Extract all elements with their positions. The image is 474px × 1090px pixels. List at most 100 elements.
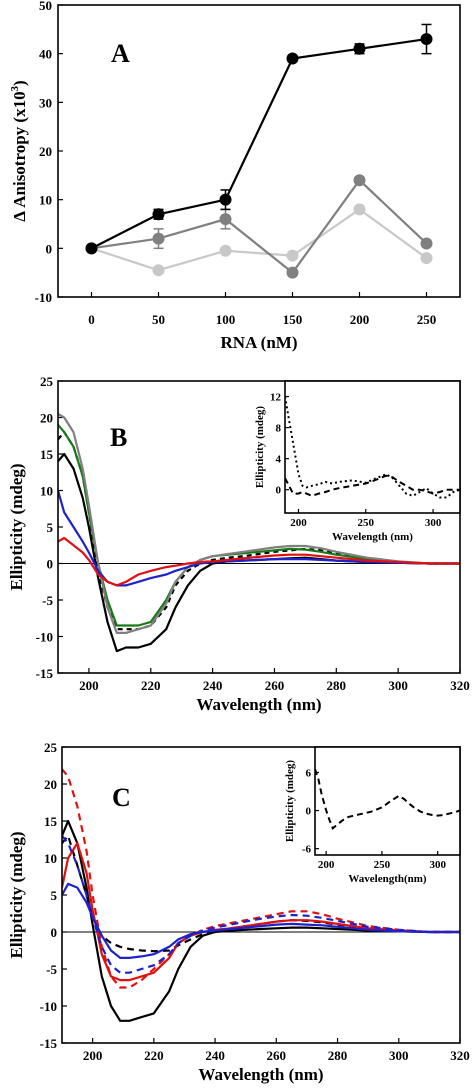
- inset-b: 0 4 8 12 200 250 300 Wavelength (nm) Ellipticity…: [254, 380, 461, 543]
- y-tick-label-b: 10: [40, 484, 53, 499]
- x-tick-label-b: 240: [203, 678, 223, 693]
- x-tick-label-a: 150: [283, 312, 303, 327]
- x-tick-label-c: 260: [267, 1048, 287, 1063]
- x-tick-label-c: 200: [83, 1048, 103, 1063]
- x-tick-label-a: 50: [152, 312, 165, 327]
- x-tick-label-c: 320: [450, 1048, 470, 1063]
- y-tick-label-c: -15: [40, 1036, 58, 1051]
- inset-x-tick-label-b: 300: [425, 517, 442, 529]
- y-tick-label-a: 20: [39, 144, 52, 159]
- inset-y-tick-label-c: -6: [302, 844, 312, 856]
- x-tick-label-b: 200: [79, 678, 99, 693]
- panel-a: -10 0 10 20 30 40 50 0 50 100 150 200 250 RNA (nM) Δ A…: [9, 0, 461, 352]
- inset-series-c: [315, 768, 460, 830]
- spectrum-line-b: [58, 536, 460, 587]
- series-group-c: [62, 768, 460, 1022]
- x-axis-label-c: Wavelength (nm): [198, 1065, 323, 1084]
- inset-bg-c: [315, 747, 460, 855]
- inset-y-tick-label-b: 0: [276, 485, 282, 497]
- inset-y-axis-label-b: Ellipticity (mdeg): [254, 406, 266, 489]
- inset-y-tick-label-b: 12: [270, 392, 282, 404]
- data-point-a: [219, 193, 232, 206]
- x-axis-label-b: Wavelength (nm): [196, 695, 321, 714]
- data-point-a: [219, 244, 232, 257]
- y-tick-label-c: 10: [44, 851, 57, 866]
- x-tick-label-a: 250: [417, 312, 437, 327]
- y-tick-label-c: -10: [40, 999, 57, 1014]
- data-point-a: [286, 249, 299, 262]
- data-point-a: [152, 232, 165, 245]
- data-point-a: [353, 203, 366, 216]
- y-tick-label-c: -5: [46, 962, 57, 977]
- inset-y-tick-label-c: 6: [306, 767, 312, 779]
- y-axis-label-b: Ellipticity (mdeg): [7, 463, 26, 590]
- series-line-a: [91, 208, 428, 272]
- spectrum-line-c: [62, 842, 460, 982]
- plot-frame-b: [57, 380, 461, 674]
- y-axis-label-a-sup: 3: [9, 85, 21, 91]
- y-tick-label-a: 30: [39, 95, 52, 110]
- spectrum-line-b: [58, 490, 460, 587]
- data-point-a: [420, 252, 433, 265]
- inset-x-tick-label-c: 200: [318, 859, 335, 871]
- inset-x-tick-label-b: 200: [290, 517, 307, 529]
- y-tick-label-c: 15: [44, 814, 58, 829]
- data-point-a: [152, 208, 165, 221]
- y-tick-label-c: 0: [51, 925, 58, 940]
- y-tick-label-b: 25: [40, 374, 54, 389]
- inset-x-axis-label-c: Wavelength(nm): [348, 873, 427, 885]
- y-axis-label-a-main: Δ Anisotropy (x10: [10, 91, 29, 221]
- panel-label-c: C: [112, 783, 131, 812]
- data-point-a: [420, 237, 433, 250]
- inset-y-tick-label-b: 4: [276, 454, 282, 466]
- series-line-a: [91, 37, 427, 250]
- inset-y-tick-label-b: 8: [276, 423, 282, 435]
- x-axis-label-a: RNA (nM): [221, 333, 298, 352]
- y-tick-label-c: 25: [44, 740, 58, 755]
- inset-x-tick-label-b: 250: [358, 517, 375, 529]
- inset-bg-b: [285, 381, 460, 513]
- x-tick-label-c: 240: [205, 1048, 225, 1063]
- inset-x-tick-label-c: 250: [374, 859, 391, 871]
- panel-b: -15 -10 -5 0 5 10 15 20 25 200 220 240 260 280 300 320 W…: [7, 374, 470, 714]
- y-tick-label-a: 0: [46, 241, 53, 256]
- data-point-a: [219, 213, 232, 226]
- y-tick-label-c: 20: [44, 777, 57, 792]
- x-tick-label-b: 300: [388, 678, 408, 693]
- x-tick-label-b: 280: [327, 678, 347, 693]
- y-tick-label-a: 10: [39, 193, 52, 208]
- panel-label-a: A: [111, 39, 130, 68]
- data-point-a: [353, 42, 366, 55]
- data-point-a: [353, 174, 366, 187]
- series-line-a: [91, 178, 428, 275]
- y-tick-label-c: 5: [51, 888, 58, 903]
- y-axis-label-a: Δ Anisotropy (x103): [9, 80, 29, 221]
- y-tick-label-a: 50: [39, 0, 52, 13]
- y-tick-label-b: 15: [40, 447, 54, 462]
- x-tick-label-b: 220: [141, 678, 161, 693]
- inset-x-axis-label-b: Wavelength (nm): [332, 531, 413, 543]
- y-tick-label-b: -5: [42, 593, 53, 608]
- inset-series-b: [285, 396, 460, 499]
- inset-line-c: [315, 768, 460, 830]
- y-tick-label-b: -10: [36, 630, 53, 645]
- plot-frame-c: [61, 746, 461, 1044]
- inset-frame-c: [314, 746, 461, 856]
- panel-c: -15 -10 -5 0 5 10 15 20 25 200 220 240 260 280 300 320 W…: [7, 740, 470, 1084]
- inset-line-b: [285, 474, 460, 497]
- x-tick-label-b: 260: [265, 678, 285, 693]
- y-axis-label-a-close: ): [10, 80, 29, 86]
- data-point-a: [286, 266, 299, 279]
- x-tick-label-a: 200: [350, 312, 370, 327]
- x-tick-label-b: 320: [450, 678, 470, 693]
- y-tick-label-b: 5: [47, 520, 54, 535]
- data-point-a: [420, 33, 433, 46]
- spectrum-line-c: [62, 819, 460, 1022]
- data-point-a: [85, 242, 98, 255]
- spectrum-line-c: [62, 835, 460, 974]
- data-point-a: [152, 264, 165, 277]
- inset-x-tick-label-c: 300: [429, 859, 446, 871]
- y-tick-label-a: 40: [39, 47, 52, 62]
